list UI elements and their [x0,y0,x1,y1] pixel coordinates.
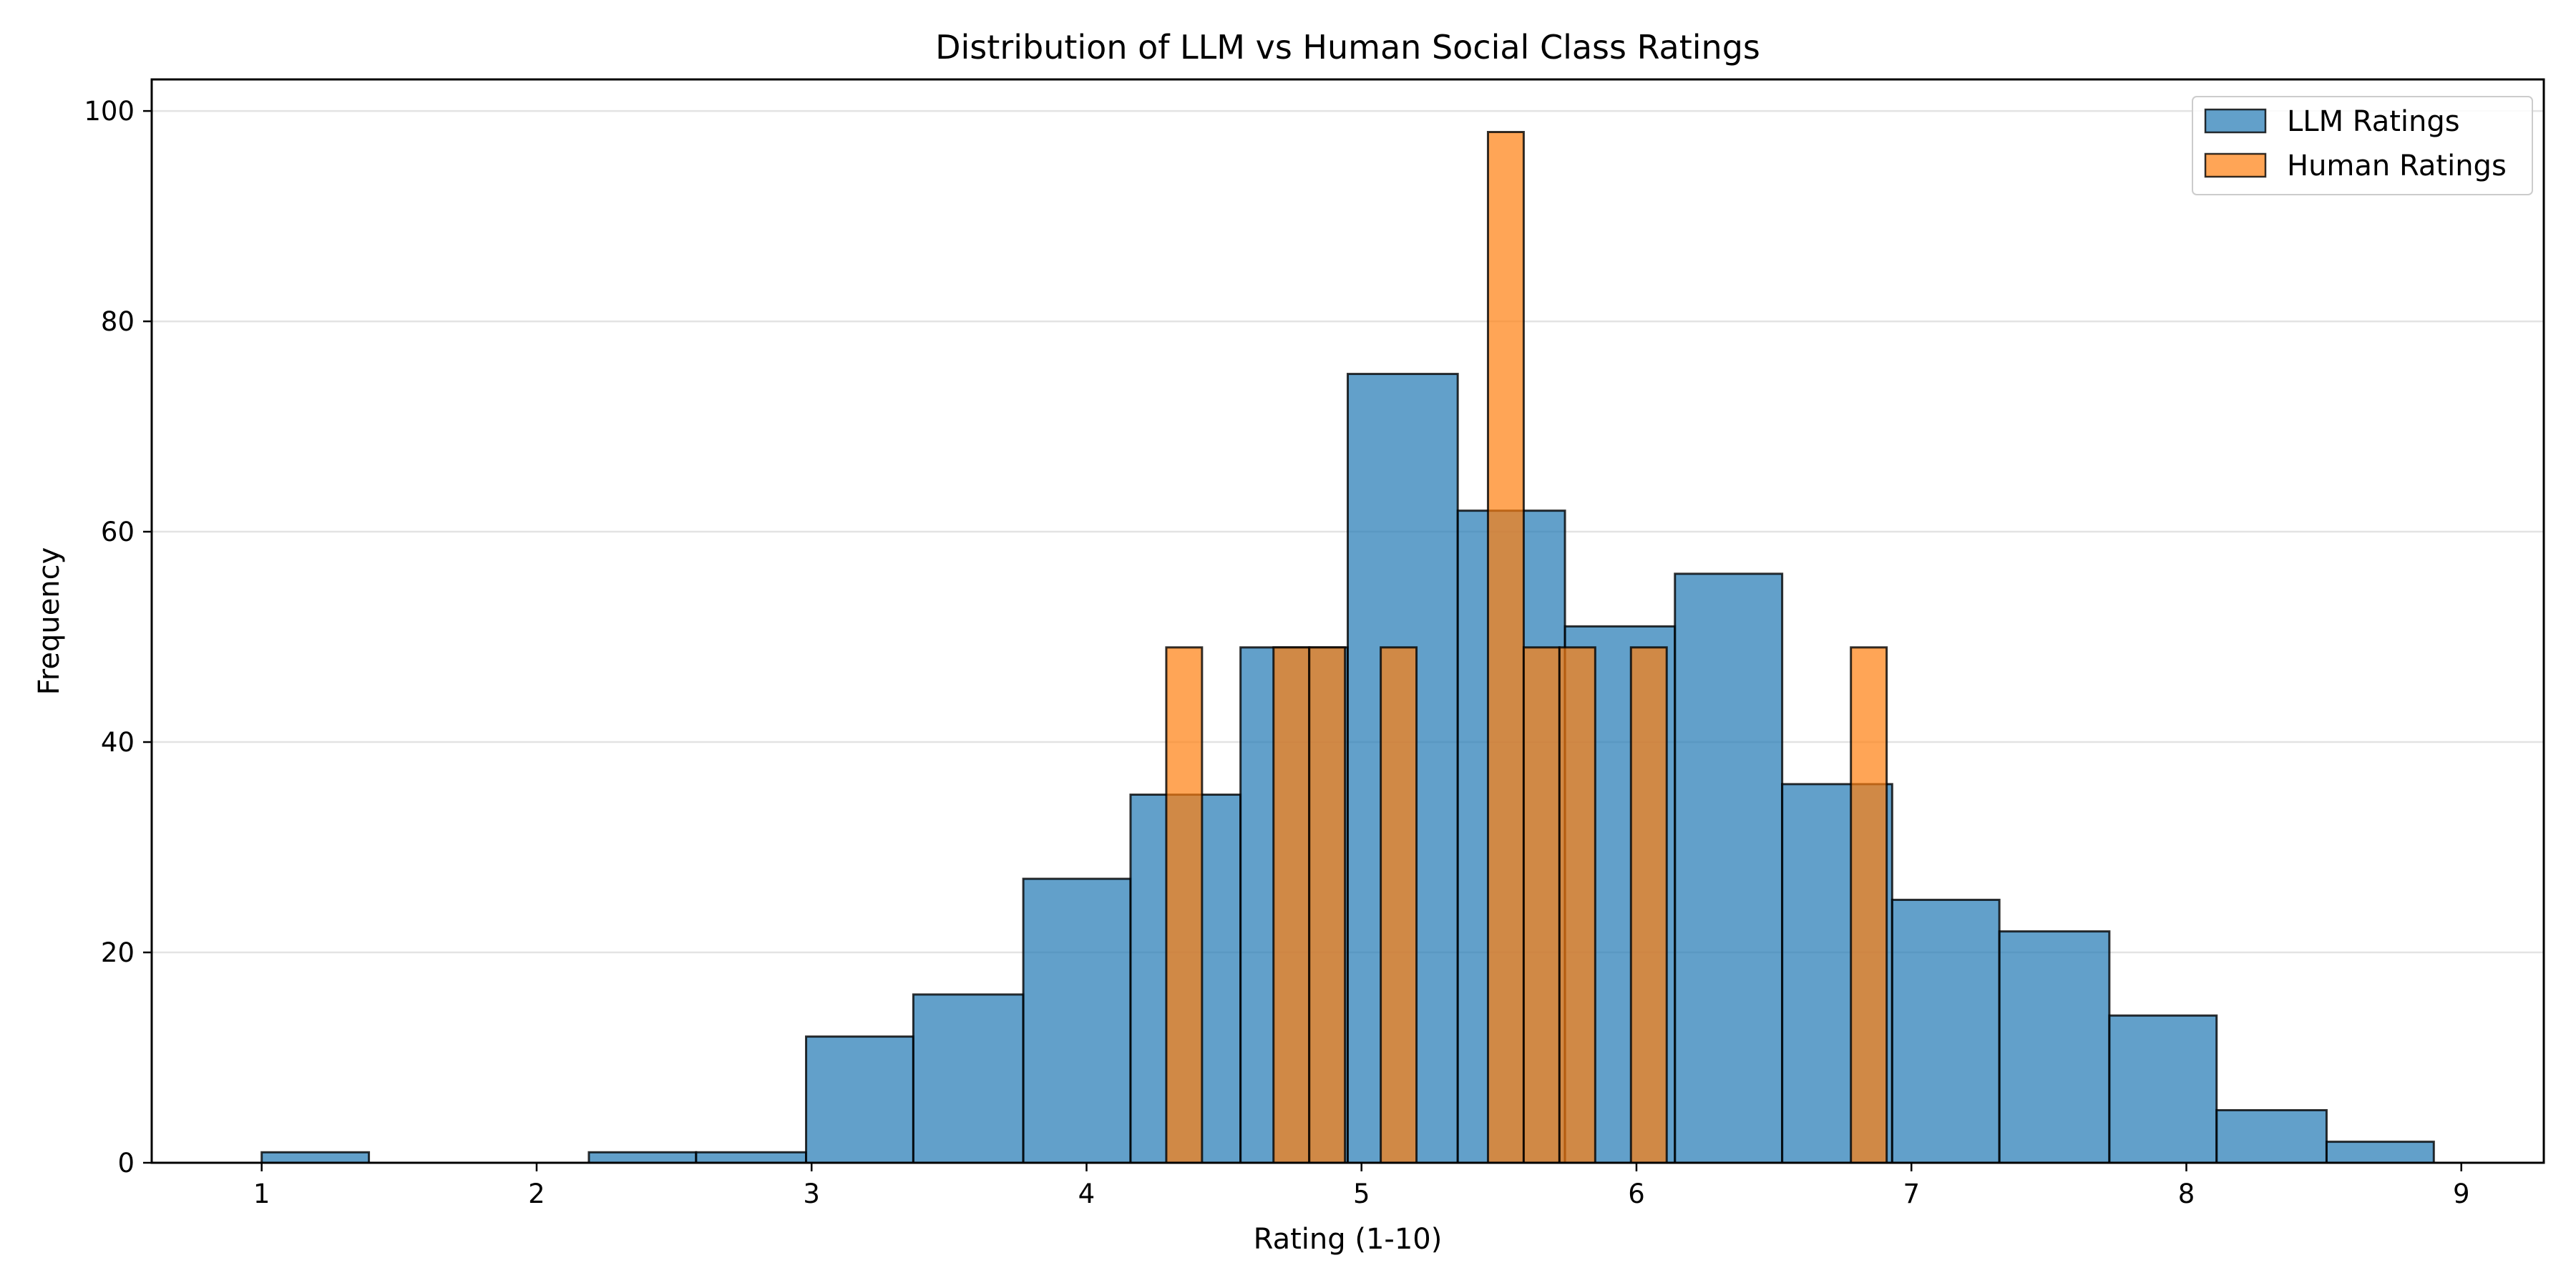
legend-swatch-human [2204,152,2267,178]
llm-bar [1998,930,2111,1164]
x-axis-label: Rating (1-10) [1254,1223,1443,1256]
human-bar [1486,130,1525,1164]
human-bar [1308,646,1347,1164]
llm-bar [912,993,1025,1164]
x-tick-label: 8 [2178,1179,2195,1209]
llm-bar [695,1151,808,1164]
llm-bar [1022,877,1132,1164]
x-axis-ticks: 1 2 3 4 5 6 7 8 9 [253,1163,2470,1209]
human-bar [1165,646,1204,1164]
x-tick-label: 2 [528,1179,545,1209]
y-tick-label: 20 [101,937,135,968]
legend-label-human: Human Ratings [2287,150,2507,182]
llm-bar [1674,572,1784,1164]
human-bar [1380,646,1418,1164]
llm-bar [805,1035,914,1164]
human-bar [1629,646,1668,1164]
legend: LLM Ratings Human Ratings [2192,96,2533,195]
x-tick-label: 7 [1903,1179,1920,1209]
plot-frame [150,78,2545,1164]
legend-swatch-llm [2204,108,2267,134]
legend-box [2192,96,2533,195]
llm-bar [2215,1109,2328,1164]
x-tick-label: 1 [253,1179,270,1209]
human-bars [1165,130,1888,1164]
y-tick-label: 60 [101,517,135,547]
x-tick-label: 3 [803,1179,820,1209]
human-bar [1850,646,1888,1164]
human-bar [1558,646,1596,1164]
y-tick-label: 40 [101,727,135,758]
y-tick-label: 0 [117,1148,135,1179]
x-tick-label: 5 [1353,1179,1370,1209]
chart-title: Distribution of LLM vs Human Social Clas… [935,28,1760,67]
llm-bar [587,1151,698,1164]
x-tick-label: 4 [1078,1179,1096,1209]
y-tick-label: 80 [101,306,135,337]
llm-bar [1890,899,2001,1164]
legend-label-llm: LLM Ratings [2287,105,2460,138]
human-bar [1272,646,1311,1164]
x-tick-label: 6 [1628,1179,1645,1209]
llm-bar [2325,1141,2435,1164]
human-bar [1522,646,1561,1164]
y-axis-label: Frequency [33,547,66,696]
llm-bar [2108,1014,2218,1164]
x-tick-label: 9 [2453,1179,2470,1209]
y-tick-label: 100 [84,96,135,127]
y-axis-ticks: 0 20 40 60 80 100 [84,96,152,1179]
llm-bar [260,1151,371,1164]
